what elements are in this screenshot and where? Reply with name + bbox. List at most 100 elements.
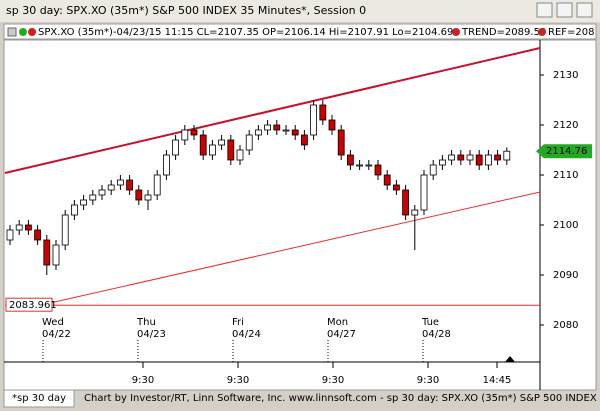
date-label: 04/24 bbox=[232, 329, 261, 340]
candle-body bbox=[310, 104, 318, 136]
y-tick-label: 2080 bbox=[553, 320, 578, 331]
candle-body bbox=[273, 124, 281, 131]
tab[interactable] bbox=[3, 389, 75, 408]
y-tick-label: 2090 bbox=[553, 270, 578, 281]
candle-body bbox=[181, 129, 189, 141]
info-bar bbox=[3, 23, 597, 40]
candle-body bbox=[300, 134, 308, 146]
y-tick-label: 2100 bbox=[553, 220, 578, 231]
y-tick-label: 2120 bbox=[553, 120, 578, 131]
maximize-button[interactable] bbox=[556, 2, 573, 18]
y-tick-label: 2110 bbox=[553, 170, 578, 181]
candle-body bbox=[291, 129, 299, 136]
day-label: Thu bbox=[136, 317, 156, 328]
reference-label: 2083.961 bbox=[9, 300, 57, 311]
candle-body bbox=[227, 139, 235, 161]
y-tick-label: 2130 bbox=[553, 70, 578, 81]
status-dot bbox=[28, 28, 36, 36]
candle-body bbox=[6, 229, 14, 241]
reference-box bbox=[5, 297, 53, 312]
tab-label: *sp 30 day bbox=[12, 393, 66, 404]
candle-body bbox=[346, 154, 354, 166]
candle-body bbox=[383, 174, 391, 186]
candle-body bbox=[466, 154, 474, 161]
candle-body bbox=[503, 150, 511, 161]
candle-body bbox=[448, 154, 456, 161]
day-label: Fri bbox=[232, 317, 244, 328]
day-label: Tue bbox=[421, 317, 439, 328]
candle-body bbox=[208, 144, 216, 156]
candle-body bbox=[15, 224, 23, 231]
day-label: Mon bbox=[327, 317, 348, 328]
status-dot bbox=[19, 28, 27, 36]
candle-body bbox=[365, 164, 373, 167]
candle-body bbox=[61, 214, 69, 246]
candle-body bbox=[494, 154, 502, 161]
footer-text: Chart by Investor/RT, Linn Software, Inc… bbox=[84, 393, 600, 404]
candle-body bbox=[457, 154, 465, 161]
candle-body bbox=[402, 189, 410, 216]
candle-body bbox=[245, 134, 253, 151]
time-label: 9:30 bbox=[417, 375, 439, 386]
candle-body bbox=[199, 134, 207, 156]
date-label: 04/27 bbox=[327, 329, 356, 340]
close-button[interactable] bbox=[576, 2, 593, 18]
ref-text: REF=208 bbox=[548, 27, 594, 38]
time-label: 9:30 bbox=[227, 375, 249, 386]
marker bbox=[505, 356, 515, 362]
candle-body bbox=[328, 119, 336, 131]
window-title: sp 30 day: SPX.XO (35m*) S&P 500 INDEX 3… bbox=[6, 4, 366, 17]
minimize-button[interactable] bbox=[536, 2, 553, 18]
candle-body bbox=[190, 129, 198, 136]
last-price-box bbox=[536, 144, 592, 159]
candle-body bbox=[162, 154, 170, 176]
info-text: SPX.XO (35m*)-04/23/15 11:15 CL=2107.35 … bbox=[38, 27, 453, 38]
ref-dot bbox=[538, 28, 546, 36]
candle-body bbox=[43, 239, 51, 266]
candle-body bbox=[98, 189, 106, 196]
candle-body bbox=[254, 129, 262, 136]
candle-body bbox=[429, 164, 437, 176]
candle-body bbox=[475, 154, 483, 166]
trend-line bbox=[49, 191, 541, 304]
trend-line bbox=[4, 47, 541, 174]
chart-area bbox=[3, 39, 597, 391]
candle-body bbox=[484, 154, 492, 166]
time-label: 14:45 bbox=[483, 375, 512, 386]
candle-body bbox=[392, 184, 400, 191]
candle-body bbox=[374, 164, 382, 176]
candle-body bbox=[420, 174, 428, 211]
candle-body bbox=[411, 209, 419, 216]
candle-body bbox=[282, 129, 290, 132]
date-label: 04/22 bbox=[42, 329, 71, 340]
last-price-label: 2114.76 bbox=[546, 146, 587, 157]
trend-text: TREND=2089.50 bbox=[461, 27, 546, 38]
candle-body bbox=[218, 139, 226, 146]
candle-body bbox=[438, 159, 446, 166]
candle-body bbox=[236, 149, 244, 161]
candle-body bbox=[24, 224, 32, 231]
time-label: 9:30 bbox=[322, 375, 344, 386]
candle-body bbox=[80, 199, 87, 206]
candle-body bbox=[52, 244, 60, 266]
candle-body bbox=[264, 124, 272, 131]
info-box bbox=[7, 27, 17, 37]
candle-body bbox=[144, 194, 152, 201]
day-label: Wed bbox=[42, 317, 64, 328]
time-label: 9:30 bbox=[132, 375, 154, 386]
candle-body bbox=[135, 189, 143, 201]
candle-body bbox=[356, 164, 364, 167]
candle-body bbox=[337, 129, 345, 156]
title-bar bbox=[0, 0, 600, 22]
candle-body bbox=[71, 204, 78, 216]
date-label: 04/23 bbox=[137, 329, 166, 340]
candle-body bbox=[34, 229, 41, 241]
candle-body bbox=[319, 104, 327, 121]
trend-dot bbox=[452, 28, 460, 36]
candle-body bbox=[153, 174, 161, 196]
candle-body bbox=[172, 139, 180, 156]
candle-body bbox=[107, 184, 115, 191]
candle-body bbox=[89, 194, 97, 201]
candle-body bbox=[117, 179, 124, 186]
